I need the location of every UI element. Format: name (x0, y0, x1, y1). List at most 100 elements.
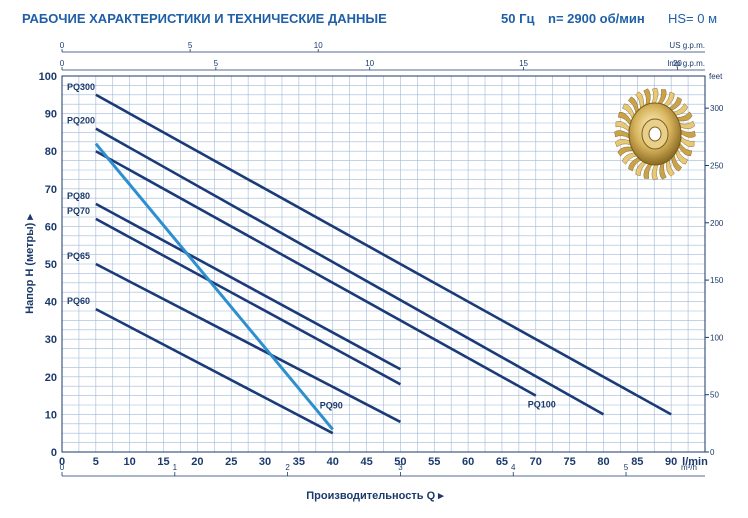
series-label-pq60: PQ60 (67, 296, 90, 306)
impeller-blade (617, 146, 634, 157)
chart-title: РАБОЧИЕ ХАРАКТЕРИСТИКИ И ТЕХНИЧЕСКИЕ ДАН… (22, 11, 387, 26)
series-label-pq65: PQ65 (67, 251, 90, 261)
y-tick-label: 70 (45, 184, 57, 196)
impgpm-tick-label: 5 (214, 59, 219, 68)
curve-pq70 (95, 217, 402, 386)
impeller-blade (651, 87, 659, 105)
impeller-blade (678, 143, 693, 157)
x-tick-label: 20 (191, 456, 203, 468)
impeller-blade (628, 157, 642, 172)
impeller-blade (622, 152, 637, 165)
impeller-blade (676, 111, 693, 122)
m3h-tick-label: 2 (285, 463, 290, 472)
x-tick-label: 90 (665, 456, 677, 468)
impeller-blade (643, 163, 653, 179)
y-tick-label: 50 (45, 259, 57, 271)
x-unit-label: l/min (682, 456, 708, 468)
curve-pq80 (95, 202, 402, 371)
m3h-tick-label: 3 (398, 463, 403, 472)
speed-label: n= 2900 об/мин (548, 11, 645, 26)
m3h-tick-label: 1 (173, 463, 178, 472)
usgpm-unit-label: US g.p.m. (669, 41, 705, 50)
y2-axis-label: feet (709, 72, 723, 81)
impeller-blade (659, 162, 667, 180)
impeller-blade (673, 103, 688, 116)
impeller-blade (668, 96, 682, 111)
m3h-tick-label: 4 (511, 463, 516, 472)
impeller-blade (615, 120, 630, 132)
x-tick-label: 60 (462, 456, 474, 468)
impeller-blade (617, 111, 632, 125)
y-tick-label: 40 (45, 297, 57, 309)
curve-pq65 (95, 262, 402, 424)
m3h-tick-label: 5 (624, 463, 629, 472)
impgpm-tick-label: 0 (60, 59, 65, 68)
plot-frame (61, 75, 706, 453)
impgpm-tick-label: 10 (365, 59, 374, 68)
impeller-blade (657, 89, 667, 105)
y-tick-label: 80 (45, 146, 57, 158)
y2-tick-label: 250 (710, 161, 724, 170)
x-tick-label: 5 (93, 456, 99, 468)
impeller-blade (662, 91, 675, 108)
y2-tick-label: 0 (710, 448, 715, 457)
y-tick-label: 30 (45, 334, 57, 346)
impeller-blade (681, 129, 696, 138)
impeller-blade (635, 160, 648, 177)
impeller-blade (651, 163, 659, 181)
series-label-pq200: PQ200 (67, 116, 95, 126)
impeller-icon (614, 86, 696, 182)
y2-tick-label: 100 (710, 333, 724, 342)
suction-head-label: HS= 0 м (668, 11, 718, 26)
m3h-unit-label: m³/h (681, 463, 697, 472)
impeller-blade (679, 120, 696, 129)
y-tick-label: 90 (45, 109, 57, 121)
x-tick-label: 15 (157, 456, 169, 468)
curve-pq90 (94, 142, 334, 431)
impeller-blade (614, 130, 629, 139)
usgpm-tick-label: 10 (314, 41, 323, 50)
x-axis-label: Производительность Q ▸ (306, 490, 444, 502)
x-tick-label: 65 (496, 456, 508, 468)
curve-pq60 (95, 307, 334, 435)
impeller-blade (622, 103, 635, 119)
x-tick-label: 75 (564, 456, 576, 468)
x-tick-label: 80 (597, 456, 609, 468)
x-tick-label: 50 (394, 456, 406, 468)
y2-tick-label: 300 (710, 104, 724, 113)
x-tick-label: 30 (259, 456, 271, 468)
series-label-pq90: PQ90 (320, 400, 343, 410)
x-tick-label: 45 (360, 456, 372, 468)
x-tick-label: 85 (631, 456, 643, 468)
impeller-blade (627, 96, 639, 114)
curve-pq300 (95, 93, 672, 416)
x-tick-label: 0 (59, 456, 65, 468)
series-label-pq100: PQ100 (528, 400, 556, 410)
series-label-pq80: PQ80 (67, 191, 90, 201)
x-tick-label: 25 (225, 456, 237, 468)
m3h-tick-label: 0 (60, 463, 65, 472)
impeller-blade (643, 88, 651, 106)
impeller-blade (675, 149, 688, 165)
y-tick-label: 20 (45, 372, 57, 384)
frequency-label: 50 Гц (501, 11, 535, 26)
impgpm-unit-label: Imp g.p.m. (667, 59, 705, 68)
x-tick-label: 55 (428, 456, 440, 468)
curve-pq200 (95, 127, 605, 416)
x-tick-label: 70 (530, 456, 542, 468)
impeller-blade (614, 139, 631, 148)
impeller-blade (680, 136, 695, 148)
x-tick-label: 40 (327, 456, 339, 468)
series-label-pq70: PQ70 (67, 206, 90, 216)
y-tick-label: 60 (45, 221, 57, 233)
y2-tick-label: 50 (710, 391, 719, 400)
impeller-blade (666, 158, 675, 177)
x-tick-label: 35 (293, 456, 305, 468)
impgpm-tick-label: 15 (519, 59, 528, 68)
impgpm-tick-label: 20 (673, 59, 682, 68)
y2-tick-label: 150 (710, 276, 724, 285)
y2-tick-label: 200 (710, 219, 724, 228)
impeller-blade (671, 154, 683, 172)
y-axis-label: Напор H (метры) ▸ (24, 214, 36, 314)
